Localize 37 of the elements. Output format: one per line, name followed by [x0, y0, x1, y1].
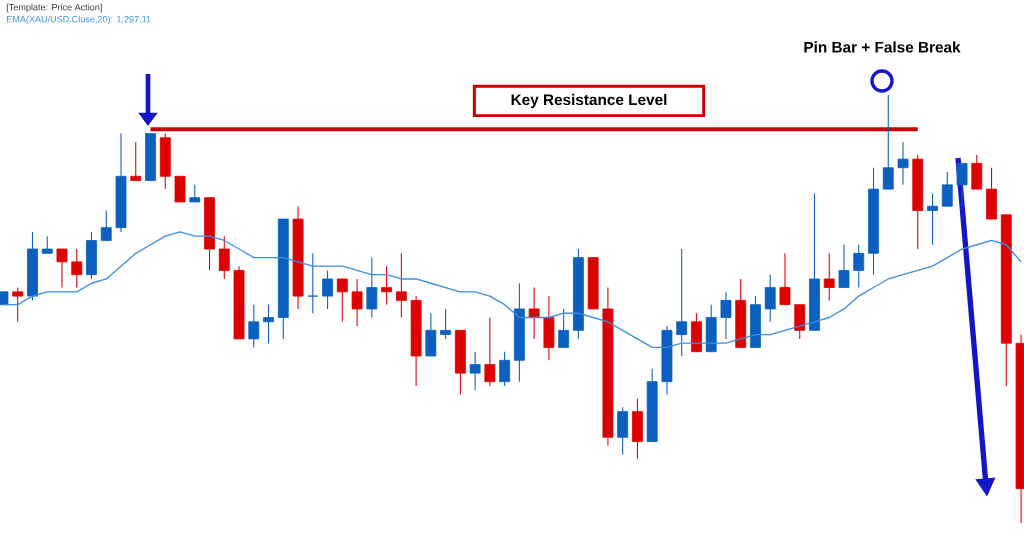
candlestick [218, 235, 230, 280]
candlestick [469, 351, 481, 391]
candlestick [71, 248, 83, 289]
candlestick [838, 244, 850, 289]
annotation: Key Resistance Level [511, 93, 667, 109]
candlestick [528, 287, 540, 340]
candlestick [100, 209, 112, 242]
candlestick [336, 278, 348, 323]
candlestick [248, 304, 260, 348]
candlestick [853, 244, 865, 289]
candlestick [440, 308, 452, 340]
candlestick [927, 192, 938, 246]
candlestick [720, 291, 732, 340]
candlestick [263, 304, 274, 344]
candlestick [307, 252, 319, 314]
candlestick [395, 252, 407, 319]
candlestick [381, 265, 393, 306]
candlestick [558, 308, 570, 348]
candlestick [779, 252, 791, 306]
candlestick [823, 252, 835, 301]
candlestick [499, 351, 511, 387]
candlestick [676, 248, 688, 357]
candlestick [484, 316, 496, 387]
candlestick [956, 162, 968, 207]
text: EMA(XAU/USD.Close,20): 1,297.11 [7, 15, 151, 25]
candlestick [764, 274, 776, 323]
candlestick [366, 257, 378, 319]
candlestick [12, 287, 24, 323]
candlestick [882, 94, 894, 190]
text: [Template: Price Action] [6, 3, 102, 13]
candlestick [322, 269, 333, 310]
candlestick [351, 278, 363, 327]
candlestick [130, 141, 142, 182]
candlestick [56, 248, 68, 289]
candlestick [897, 141, 909, 186]
candlestick [941, 171, 953, 207]
text: Pin Bar + False Break [804, 41, 961, 53]
